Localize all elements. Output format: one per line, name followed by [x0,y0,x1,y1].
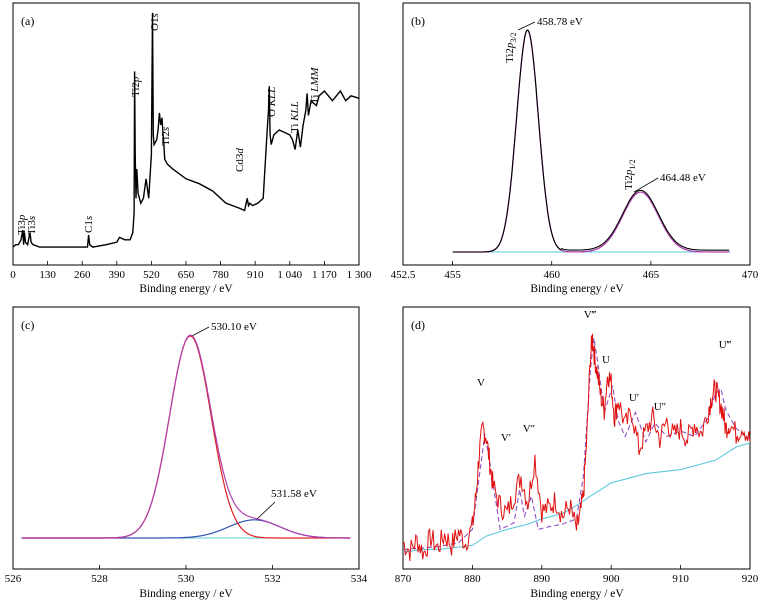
x-tick-label: 534 [351,573,368,585]
ti3p-label: Ti3p [16,214,28,235]
x-tick-label: 465 [643,269,660,281]
x-tick-label: 130 [39,269,56,281]
x-tick-label: 1 170 [312,269,337,281]
peak-b2-leader [633,177,659,193]
d-peak-label: V‴ [584,309,597,321]
x-tick-label: 900 [603,573,620,585]
panel-d-xlabel: Binding energy / eV [530,588,624,600]
x-tick-label: 455 [444,269,461,281]
b-fit-line [452,29,730,253]
x-tick-label: 530 [178,573,195,585]
x-tick-label: 920 [742,573,759,585]
panel-b-x-axis: 452.5 455 460 465 470 [391,261,759,281]
x-tick-label: 0 [10,269,16,281]
c1s-label: C1s [83,216,95,233]
panel-c-x-axis: 526 528 530 532 534 [5,565,368,585]
x-tick-label: 780 [212,269,229,281]
peak-b1-leader [517,21,536,31]
peak-c1-leader [191,326,210,337]
d-peak-label: V [477,377,485,389]
ti2p-label: Ti2p [130,76,142,97]
panel-b-label: (b) [411,14,425,28]
d-peak-label: U [602,354,610,366]
panel-c-label: (c) [21,318,34,332]
d-background-line [402,442,751,553]
panel-a-label: (a) [21,14,34,28]
x-tick-label: 526 [5,573,22,585]
ti2p12-label: Ti2p1/2 [623,159,637,190]
panel-d-x-axis: 870 880 890 900 910 920 [395,565,759,585]
panel-b-frame [402,2,751,266]
panel-a-x-axis: 0 130 260 390 520 650 780 910 1 040 1 170 1 300 [10,261,372,281]
x-tick-label: 890 [534,573,551,585]
x-tick-label: 870 [395,573,412,585]
peak-c1-value: 530.10 eV [211,321,257,333]
d-fit-dashed-line [402,337,751,550]
x-tick-label: 528 [91,573,108,585]
panel-d-plot [402,333,751,561]
x-tick-label: 460 [543,269,560,281]
peak-b2-value: 464.48 eV [660,172,706,184]
x-tick-label: 520 [143,269,160,281]
c-envelope-line [21,334,351,539]
panel-c-plot [21,334,351,539]
x-tick-label: 1 300 [347,269,372,281]
panel-b-xlabel: Binding energy / eV [530,283,624,295]
x-tick-label: 650 [178,269,195,281]
ti3s-label: Ti3s [26,216,38,235]
panel-d-peak-labels: V V′ V″ V‴ U U′ U″ U‴ [477,309,732,444]
x-tick-label: 910 [247,269,264,281]
panel-b-plot [452,29,731,253]
panel-c-annotations: 530.10 eV 531.58 eV [191,321,317,521]
panel-c-xlabel: Binding energy / eV [139,588,233,600]
ti-lmm-label: Ti LMM [309,67,321,104]
panel-a-xlabel: Binding energy / eV [139,283,233,295]
panel-a-frame [12,2,360,266]
d-peak-label: U′ [629,392,639,404]
x-tick-label: 910 [672,573,689,585]
x-tick-label: 880 [464,573,481,585]
d-peak-label: V″ [523,423,536,435]
o1s-label: O1s [149,13,161,31]
x-tick-label: 1 040 [277,269,302,281]
survey-spectrum-line [12,12,360,248]
x-tick-label: 390 [109,269,126,281]
x-tick-label: 260 [74,269,91,281]
ti2s-label: Ti2s [160,127,172,146]
d-peak-label: U‴ [719,339,732,351]
b-envelope-line [452,29,730,253]
d-raw-spectrum-line [402,333,751,561]
panel-d-label: (d) [411,318,425,332]
x-tick-label: 532 [264,573,281,585]
cd3d-label: Cd3d [234,148,246,172]
ti-kll-label: Ti KLL [289,101,301,133]
peak-c2-value: 531.58 eV [271,488,317,500]
c-component-1-line [21,335,351,539]
x-tick-label: 452.5 [391,269,416,281]
ti2p32-label: Ti2p3/2 [504,32,518,63]
panel-c-frame [12,306,360,570]
panel-b-annotations: Ti2p3/2 458.78 eV Ti2p1/2 464.48 eV [504,16,706,193]
peak-b1-value: 458.78 eV [537,16,583,28]
x-tick-label: 470 [742,269,759,281]
d-peak-label: U″ [654,401,667,413]
c-component-2-line [21,519,351,539]
panel-a-plot [12,12,360,248]
peak-c2-leader [255,501,276,521]
d-peak-label: V′ [501,432,511,444]
